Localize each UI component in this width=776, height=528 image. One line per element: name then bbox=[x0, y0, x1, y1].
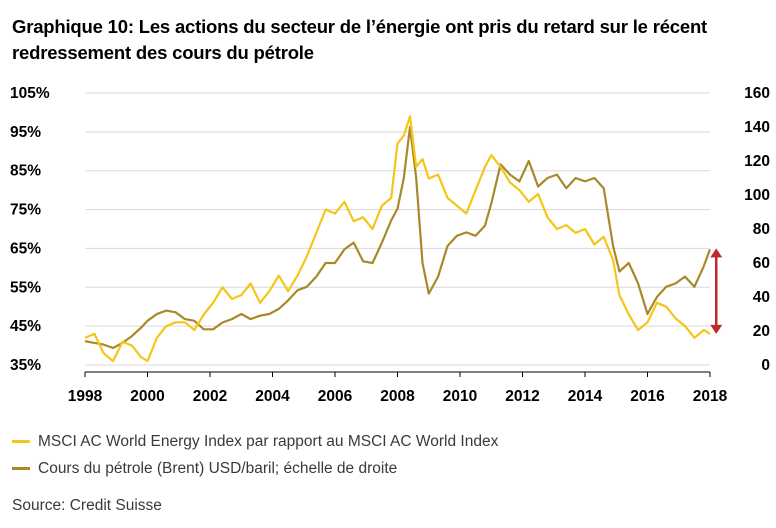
left-tick-label: 55% bbox=[10, 279, 41, 296]
right-tick-label: 160 bbox=[744, 85, 770, 102]
right-tick-label: 20 bbox=[753, 323, 770, 340]
legend-label-energy: MSCI AC World Energy Index par rapport a… bbox=[38, 433, 499, 450]
right-tick-label: 120 bbox=[744, 153, 770, 170]
left-axis-ticks: 105% 95% 85% 75% 65% 55% 45% 35% bbox=[10, 85, 50, 374]
left-tick-label: 45% bbox=[10, 318, 41, 335]
source-note: Source: Credit Suisse bbox=[12, 497, 162, 514]
right-tick-label: 0 bbox=[761, 357, 770, 374]
legend-label-brent: Cours du pétrole (Brent) USD/baril; éche… bbox=[38, 460, 398, 477]
right-axis-ticks: 160 140 120 100 80 60 40 20 0 bbox=[744, 85, 770, 374]
legend: MSCI AC World Energy Index par rapport a… bbox=[12, 428, 498, 482]
x-tick-label: 2002 bbox=[193, 388, 227, 405]
x-tick-label: 2012 bbox=[505, 388, 539, 405]
x-tick-label: 2014 bbox=[568, 388, 603, 405]
right-tick-label: 80 bbox=[753, 221, 770, 238]
x-tick-label: 2004 bbox=[255, 388, 290, 405]
x-tick-label: 2008 bbox=[380, 388, 415, 405]
arrow-head-up bbox=[710, 248, 723, 258]
left-tick-label: 105% bbox=[10, 85, 50, 102]
annotation-group bbox=[710, 248, 723, 334]
grid-lines bbox=[85, 92, 710, 366]
series-group bbox=[84, 115, 712, 363]
series-line-energy bbox=[84, 115, 711, 363]
arrow-head-down bbox=[710, 324, 723, 334]
x-tick-label: 1998 bbox=[68, 388, 103, 405]
right-tick-label: 40 bbox=[753, 289, 770, 306]
right-tick-label: 100 bbox=[744, 187, 770, 204]
right-tick-label: 140 bbox=[744, 119, 770, 136]
legend-item-brent: Cours du pétrole (Brent) USD/baril; éche… bbox=[12, 455, 498, 482]
left-tick-label: 85% bbox=[10, 163, 41, 180]
left-tick-label: 95% bbox=[10, 124, 41, 141]
chart-svg: 105% 95% 85% 75% 65% 55% 45% 35% 160 140 120 100 80… bbox=[10, 85, 770, 405]
x-axis-ticks: 1998 2000 2002 2004 2006 2008 2010 2012 2014 2016… bbox=[68, 371, 728, 405]
chart-title: Graphique 10: Les actions du secteur de … bbox=[12, 16, 708, 63]
x-tick-label: 2018 bbox=[693, 388, 728, 405]
x-tick-label: 2010 bbox=[443, 388, 477, 405]
x-tick-label: 2000 bbox=[130, 388, 164, 405]
x-tick-label: 2006 bbox=[318, 388, 353, 405]
left-tick-label: 65% bbox=[10, 240, 41, 257]
right-tick-label: 60 bbox=[753, 255, 770, 272]
legend-swatch-brent bbox=[12, 467, 30, 470]
legend-item-energy: MSCI AC World Energy Index par rapport a… bbox=[12, 428, 498, 455]
x-tick-label: 2016 bbox=[630, 388, 665, 405]
left-tick-label: 75% bbox=[10, 202, 41, 219]
annotation-double-arrow bbox=[710, 248, 723, 334]
series-line-brent bbox=[84, 125, 712, 350]
legend-swatch-energy bbox=[12, 440, 30, 443]
left-tick-label: 35% bbox=[10, 357, 41, 374]
